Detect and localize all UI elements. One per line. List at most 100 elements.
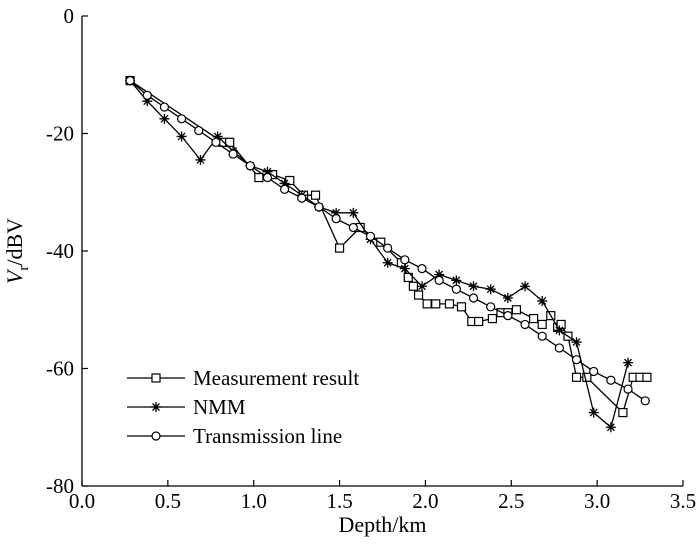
square-marker [413, 290, 424, 300]
star-marker [605, 422, 616, 433]
circle-marker [486, 302, 496, 312]
y-tick-label: -20 [46, 122, 74, 146]
x-tick-label: 1.0 [241, 489, 267, 513]
circle-marker [571, 355, 582, 365]
circle-marker [151, 431, 161, 441]
square-marker [334, 243, 345, 253]
square-marker [431, 299, 441, 309]
star-marker [468, 281, 479, 292]
legend-label: NMM [193, 395, 246, 419]
y-axis-title: Vr/dBV [2, 218, 32, 284]
series-circle [125, 76, 650, 406]
y-axis-title-sub: r [16, 266, 32, 271]
star-marker [331, 207, 342, 218]
circle-marker [640, 396, 650, 406]
circle-marker [468, 293, 479, 303]
square-marker [474, 316, 484, 327]
circle-marker [142, 90, 152, 100]
circle-marker [297, 193, 307, 203]
square-marker [225, 137, 235, 147]
square-marker [408, 281, 419, 291]
circle-marker [245, 161, 255, 171]
square-marker [403, 272, 413, 283]
legend: Measurement result NMM Transmission line [127, 366, 359, 448]
star-marker [537, 295, 548, 306]
x-tick-label: 3.0 [584, 489, 610, 513]
circle-marker [589, 366, 599, 377]
circle-marker [194, 125, 204, 136]
legend-entry: NMM [127, 395, 246, 419]
y-tick-label: -40 [46, 239, 74, 263]
legend-entry: Transmission line [127, 424, 342, 448]
square-marker [456, 302, 467, 312]
y-axis-title-unit: /dBV [2, 218, 27, 266]
circle-marker [159, 102, 170, 112]
legend-entry: Measurement result [127, 366, 359, 390]
circle-marker [623, 384, 633, 394]
circle-marker [606, 375, 616, 385]
x-tick-label: 2.0 [412, 489, 438, 513]
star-marker [588, 407, 599, 418]
series-group [125, 75, 652, 433]
circle-marker [554, 343, 564, 353]
square-marker [487, 313, 497, 324]
legend-label: Transmission line [193, 424, 342, 448]
circle-marker [262, 172, 273, 183]
y-tick-label: 0 [64, 4, 75, 28]
circle-marker [434, 275, 444, 285]
circle-marker [331, 214, 341, 224]
star-marker [348, 207, 359, 218]
circle-marker [503, 311, 513, 321]
x-tick-label: 0.5 [155, 489, 181, 513]
x-tick-label: 3.5 [670, 489, 696, 513]
star-marker [212, 131, 223, 142]
square-marker [285, 175, 295, 186]
square-marker [642, 372, 652, 382]
square-marker [422, 299, 432, 309]
star-marker [151, 402, 161, 412]
circle-marker [280, 184, 290, 194]
circle-marker [228, 149, 238, 159]
axes: 0.0 0.5 1.0 1.5 2.0 2.5 3.0 3.5 0 -20 -40 -60 -80 [46, 4, 696, 513]
circle-marker [537, 331, 547, 341]
square-marker [529, 313, 539, 324]
series-line [129, 80, 646, 402]
circle-marker [211, 137, 221, 147]
x-tick-label: 0.0 [69, 489, 95, 513]
square-marker [571, 372, 582, 382]
y-tick-label: -60 [46, 357, 74, 381]
star-marker [382, 257, 393, 268]
star-marker [176, 131, 187, 142]
circle-marker [417, 264, 427, 274]
square-marker [537, 319, 547, 330]
square-marker [511, 305, 522, 315]
circle-marker [451, 284, 461, 294]
circle-marker [125, 76, 135, 86]
square-marker [444, 299, 455, 309]
star-marker [279, 178, 290, 189]
circle-marker [383, 243, 393, 253]
legend-label: Measurement result [193, 366, 359, 390]
circle-marker [365, 231, 376, 241]
circle-marker [176, 114, 187, 124]
x-tick-label: 2.5 [498, 489, 524, 513]
x-axis-title: Depth/km [339, 512, 427, 537]
star-marker [416, 281, 427, 292]
square-marker [151, 373, 161, 383]
circle-marker [520, 319, 530, 330]
star-marker [451, 275, 462, 286]
star-marker [399, 263, 410, 274]
x-tick-label: 1.5 [326, 489, 352, 513]
star-marker [520, 281, 531, 292]
square-marker [254, 172, 264, 183]
star-marker [159, 113, 170, 124]
star-marker [485, 284, 496, 295]
star-marker [434, 269, 445, 280]
star-marker [262, 166, 273, 177]
square-marker [582, 372, 592, 382]
square-marker [376, 237, 386, 247]
square-marker [310, 190, 321, 200]
y-tick-label: -80 [46, 474, 74, 498]
